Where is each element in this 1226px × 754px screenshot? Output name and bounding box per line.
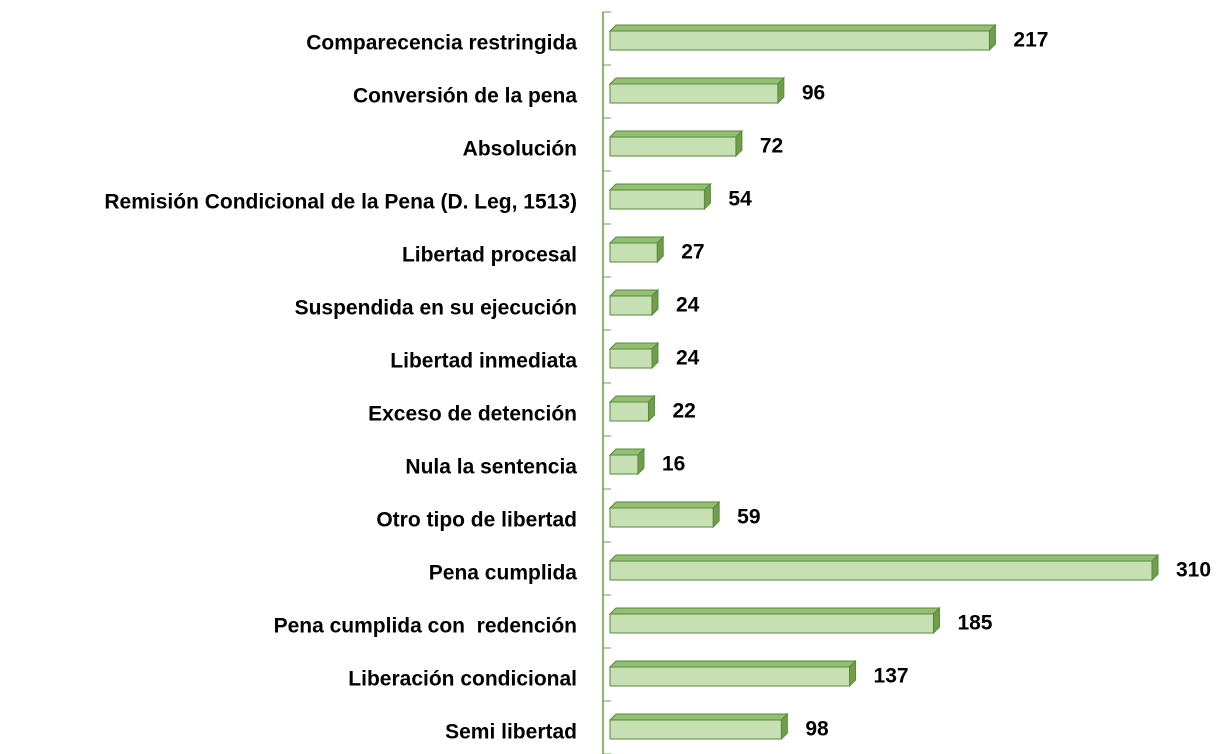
category-label: Absolución	[463, 138, 577, 161]
bar	[609, 613, 934, 634]
bar-top	[608, 77, 786, 85]
bar	[609, 189, 705, 210]
bar	[609, 401, 649, 422]
bar	[609, 295, 653, 316]
category-label: Remisión Condicional de la Pena (D. Leg,…	[104, 191, 577, 214]
category-label: Libertad inmediata	[390, 350, 577, 373]
bar-top	[608, 713, 789, 721]
category-label: Exceso de detención	[368, 403, 577, 426]
bar-top	[608, 501, 721, 509]
value-label: 59	[737, 506, 760, 529]
value-label: 16	[662, 453, 685, 476]
category-label: Pena cumplida	[429, 562, 578, 585]
bar	[609, 719, 782, 740]
bar-top	[608, 660, 857, 668]
bar-top	[608, 236, 665, 244]
value-label: 72	[760, 135, 783, 158]
value-label: 54	[728, 188, 752, 211]
bar	[609, 454, 639, 475]
category-label: Comparecencia restringida	[306, 32, 577, 55]
bar-top	[608, 289, 660, 297]
bar-top	[608, 607, 941, 615]
bar-top	[608, 24, 997, 32]
bar	[609, 83, 779, 104]
category-label: Suspendida en su ejecución	[295, 297, 577, 320]
category-label: Otro tipo de libertad	[376, 509, 577, 532]
category-label: Nula la sentencia	[405, 456, 577, 479]
value-label: 22	[672, 400, 695, 423]
category-label: Liberación condicional	[348, 668, 577, 691]
category-label: Pena cumplida con redención	[274, 615, 577, 638]
bar-top	[608, 395, 656, 403]
bar-top	[608, 183, 712, 191]
value-label: 98	[805, 718, 829, 741]
bar	[609, 507, 714, 528]
bar-top	[608, 130, 744, 138]
value-label: 185	[957, 612, 992, 635]
bar	[609, 666, 851, 687]
bar	[609, 560, 1153, 581]
bar	[609, 348, 653, 369]
value-label: 27	[681, 241, 704, 264]
value-label: 137	[874, 665, 909, 688]
category-label: Conversión de la pena	[353, 85, 577, 108]
value-label: 24	[676, 347, 700, 370]
bar-top	[608, 554, 1160, 562]
value-label: 217	[1013, 29, 1048, 52]
value-label: 310	[1176, 559, 1211, 582]
bar	[609, 242, 658, 263]
bar	[609, 30, 990, 51]
value-label: 96	[802, 82, 825, 105]
bar	[609, 136, 737, 157]
value-label: 24	[676, 294, 700, 317]
category-label: Semi libertad	[445, 721, 577, 744]
category-label: Libertad procesal	[402, 244, 577, 267]
bar-top	[608, 342, 660, 350]
